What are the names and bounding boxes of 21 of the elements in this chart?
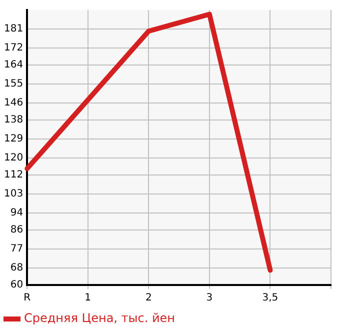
- x-tick-label: R: [24, 292, 31, 304]
- x-tick-label: 1: [84, 292, 92, 304]
- y-tick-label: 120: [4, 152, 24, 164]
- y-tick-label: 172: [4, 42, 24, 54]
- y-tick-label: 103: [4, 188, 24, 200]
- y-tick-label: 138: [4, 114, 24, 126]
- y-tick-label: 94: [10, 208, 24, 219]
- y-tick-label: 77: [10, 244, 24, 255]
- y-tick-label: 164: [4, 60, 24, 71]
- x-tick-label: 3,5: [262, 292, 278, 304]
- y-tick-label: 86: [10, 224, 24, 236]
- y-tick-label: 155: [4, 78, 24, 90]
- y-tick-label: 181: [4, 24, 24, 35]
- y-tick-label: 60: [10, 280, 24, 291]
- x-tick-label: 2: [145, 292, 152, 304]
- y-tick-label: 129: [4, 134, 24, 145]
- legend-label: Средняя Цена, тыс. йен: [24, 311, 176, 326]
- y-tick-label: 112: [4, 170, 24, 181]
- x-tick-label: 3: [206, 292, 213, 304]
- y-tick-label: 146: [4, 98, 24, 109]
- y-tick-label: 68: [10, 262, 24, 274]
